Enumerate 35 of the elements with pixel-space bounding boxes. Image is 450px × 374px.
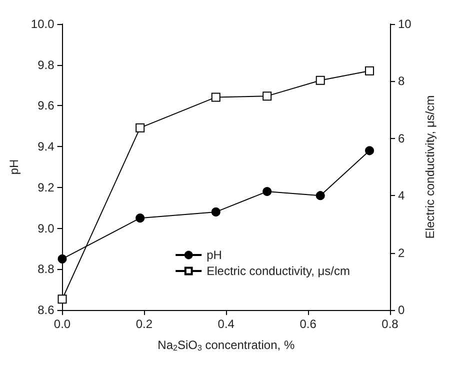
y-tick-label: 10.0 <box>30 17 55 31</box>
y-tick-label: 8.6 <box>38 303 55 317</box>
y2-axis-title: Electric conductivity, μs/cm <box>423 95 437 239</box>
y-tick-label: 9.4 <box>38 140 55 154</box>
y-tick-label: 9.0 <box>38 221 55 236</box>
y2-tick-label: 8 <box>398 74 405 88</box>
y-tick-label: 9.2 <box>38 180 55 194</box>
point <box>365 66 374 76</box>
x-tick-label: 0.4 <box>218 317 235 331</box>
x-tick-label: 0.8 <box>382 317 399 331</box>
y-tick-label: 9.6 <box>38 98 55 113</box>
y-tick-label: 8.8 <box>38 262 55 276</box>
x-tick-label: 0.6 <box>300 317 317 331</box>
point <box>211 92 220 102</box>
y-tick-label: 9.8 <box>38 58 55 72</box>
point <box>365 146 374 156</box>
x-tick-label: 0.0 <box>54 317 71 331</box>
point <box>262 92 272 101</box>
point <box>136 123 145 132</box>
y2-tick-label: 10 <box>398 17 412 31</box>
point <box>136 214 145 223</box>
point <box>58 254 67 264</box>
point <box>316 191 325 200</box>
y2-tick-label: 0 <box>398 303 405 317</box>
y2-tick-label: 2 <box>398 246 405 260</box>
point <box>262 187 272 196</box>
point <box>211 207 220 216</box>
point <box>316 76 325 85</box>
legend-label: pH <box>206 248 222 262</box>
y-axis-title: pH <box>7 159 21 175</box>
point <box>58 294 67 304</box>
x-tick-label: 0.2 <box>136 317 153 331</box>
y2-tick-label: 4 <box>398 188 405 203</box>
y2-tick-label: 6 <box>398 131 405 146</box>
legend-label: Electric conductivity, μs/cm <box>206 264 350 278</box>
